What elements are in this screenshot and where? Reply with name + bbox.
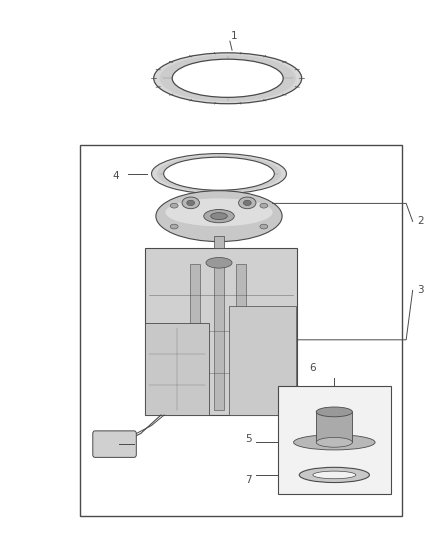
Ellipse shape xyxy=(211,213,227,220)
Text: 1: 1 xyxy=(231,31,237,41)
Bar xyxy=(229,306,296,415)
Bar xyxy=(236,264,246,410)
Ellipse shape xyxy=(244,200,251,206)
Ellipse shape xyxy=(316,407,353,417)
Bar xyxy=(278,386,391,495)
Ellipse shape xyxy=(260,203,268,208)
Text: 6: 6 xyxy=(309,362,316,373)
Ellipse shape xyxy=(204,209,234,223)
Bar xyxy=(190,264,200,410)
Text: 2: 2 xyxy=(417,216,424,227)
Ellipse shape xyxy=(156,191,282,241)
Ellipse shape xyxy=(164,157,274,190)
Bar xyxy=(214,264,224,410)
Ellipse shape xyxy=(170,224,178,229)
Ellipse shape xyxy=(159,55,296,102)
Ellipse shape xyxy=(157,155,281,192)
Ellipse shape xyxy=(187,200,194,206)
Ellipse shape xyxy=(313,471,356,479)
Ellipse shape xyxy=(182,197,199,209)
Text: 3: 3 xyxy=(417,285,424,295)
Ellipse shape xyxy=(260,224,268,229)
Text: 4: 4 xyxy=(112,172,119,181)
Ellipse shape xyxy=(152,154,286,194)
FancyBboxPatch shape xyxy=(93,431,136,457)
Bar xyxy=(145,248,297,415)
Ellipse shape xyxy=(170,203,178,208)
Bar xyxy=(145,323,209,415)
Ellipse shape xyxy=(239,197,256,209)
Text: 7: 7 xyxy=(245,475,252,484)
Ellipse shape xyxy=(299,467,369,482)
Text: 5: 5 xyxy=(245,434,252,444)
Ellipse shape xyxy=(293,435,375,450)
Bar xyxy=(80,144,402,516)
Bar xyxy=(316,412,353,442)
Ellipse shape xyxy=(166,198,272,227)
Ellipse shape xyxy=(206,257,232,268)
Ellipse shape xyxy=(154,53,302,104)
Bar xyxy=(214,237,224,248)
Ellipse shape xyxy=(316,438,353,447)
Ellipse shape xyxy=(172,59,283,98)
